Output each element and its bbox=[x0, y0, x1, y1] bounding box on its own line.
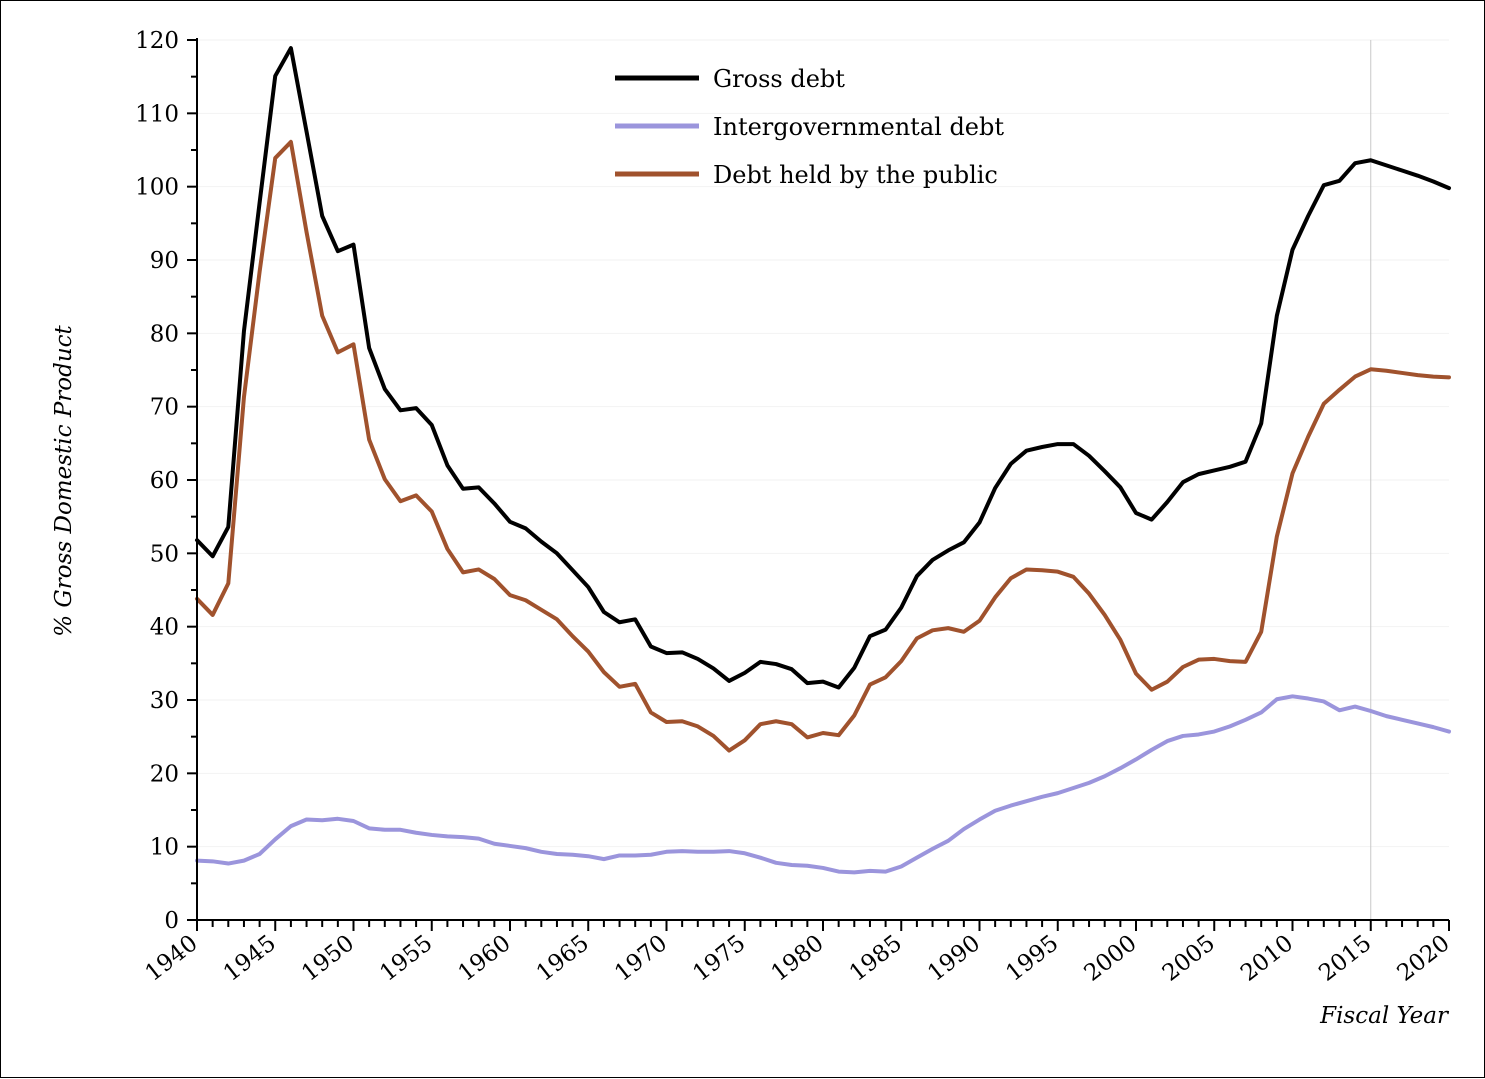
x-tick-label: 1965 bbox=[532, 930, 594, 987]
y-tick-label: 20 bbox=[150, 761, 179, 787]
y-tick-label: 110 bbox=[135, 101, 179, 127]
x-tick-label: 1980 bbox=[767, 930, 829, 987]
series-line-intergovernmental-debt bbox=[195, 694, 1451, 875]
y-tick-label: 100 bbox=[135, 175, 179, 201]
y-tick-label: 50 bbox=[150, 541, 179, 567]
y-tick-label: 90 bbox=[150, 248, 179, 274]
y-tick-label: 40 bbox=[150, 615, 179, 641]
x-tick-label: 2010 bbox=[1236, 930, 1298, 987]
x-tick-label: 1995 bbox=[1001, 930, 1063, 987]
y-tick-label: 0 bbox=[164, 908, 179, 934]
x-tick-label: 2005 bbox=[1158, 930, 1220, 987]
x-tick-label: 2020 bbox=[1393, 930, 1455, 987]
series-line-gross-debt bbox=[195, 46, 1451, 690]
series-layer bbox=[195, 46, 1451, 875]
x-axis-title: Fiscal Year bbox=[1319, 1003, 1450, 1029]
x-tick-label: 1985 bbox=[845, 930, 907, 987]
legend: Gross debt Intergovernmental debt Debt h… bbox=[615, 65, 1004, 189]
grid bbox=[197, 39, 1449, 848]
x-tick-label: 1950 bbox=[297, 930, 359, 987]
x-tick-label: 2000 bbox=[1080, 930, 1142, 987]
series-line-debt-held-by-the-public bbox=[195, 139, 1451, 753]
legend-label-gross-debt: Gross debt bbox=[713, 65, 845, 93]
legend-label-intergovernmental-debt: Intergovernmental debt bbox=[713, 113, 1004, 141]
y-tick-label: 70 bbox=[150, 395, 179, 421]
x-tick-label: 1975 bbox=[688, 930, 750, 987]
x-tick-label: 1970 bbox=[610, 930, 672, 987]
x-tick-label: 1960 bbox=[454, 930, 516, 987]
legend-label-debt-held-by-the-public: Debt held by the public bbox=[713, 161, 998, 189]
x-tick-label: 2015 bbox=[1314, 930, 1376, 987]
x-tick-label: 1955 bbox=[375, 930, 437, 987]
y-tick-label: 80 bbox=[150, 321, 179, 347]
y-tick-label: 120 bbox=[135, 28, 179, 54]
x-tick-label: 1990 bbox=[923, 930, 985, 987]
x-tick-label: 1940 bbox=[141, 930, 203, 987]
y-tick-label: 60 bbox=[150, 468, 179, 494]
x-tick-label: 1945 bbox=[219, 930, 281, 987]
y-tick-label: 30 bbox=[150, 688, 179, 714]
y-axis-title: % Gross Domestic Product bbox=[51, 324, 77, 636]
y-tick-label: 10 bbox=[150, 835, 179, 861]
